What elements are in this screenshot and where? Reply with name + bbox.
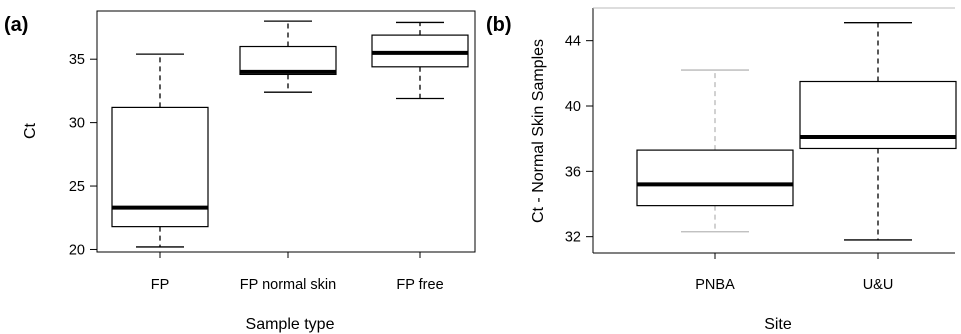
panel-b-x-axis-title: Site [764, 316, 792, 333]
panel-a-label: (a) [4, 14, 28, 36]
panel-a-y-tick-label-35: 35 [69, 52, 85, 68]
panel-b-x-tick-label-1: U&U [863, 277, 894, 293]
panel-a-y-axis: 20 25 30 35 [69, 52, 97, 258]
panel-a-box-0 [111, 53, 209, 248]
panel-b-x-tick-label-0: PNBA [695, 277, 735, 293]
panel-a-chart: (a) Ct Sample type 20 25 30 35 FP FP normal … [4, 10, 476, 333]
panel-a-y-axis-title: Ct [22, 122, 39, 139]
panel-b-x-axis: PNBA U&U [695, 253, 893, 293]
panel-a-box-0-iqr [111, 106, 209, 228]
panel-a-x-tick-label-0: FP [151, 277, 170, 293]
panel-a-box-1 [239, 20, 337, 93]
panel-b-y-axis-title: Ct - Normal Skin Samples [530, 39, 547, 223]
panel-b-y-axis: 32 36 40 44 [565, 34, 593, 246]
panel-a-y-tick-label-25: 25 [69, 179, 85, 195]
panel-a-x-tick-label-2: FP free [396, 277, 443, 293]
panel-a-x-tick-label-1: FP normal skin [240, 277, 336, 293]
panel-a-box-1-iqr [239, 45, 337, 76]
panel-b-box-0-iqr [636, 149, 794, 207]
panel-b-label: (b) [486, 14, 512, 36]
panel-b-boxes [636, 22, 957, 241]
panel-b-box-0 [636, 69, 794, 233]
panel-b-y-tick-label-44: 44 [565, 34, 581, 50]
panel-a-x-axis-title: Sample type [246, 316, 335, 333]
panel-b-chart: (b) Ct - Normal Skin Samples Site 32 36 40… [486, 7, 957, 333]
panel-a-boxes [111, 20, 469, 248]
panel-a-y-tick-label-20: 20 [69, 242, 85, 258]
panel-b-y-tick-label-32: 32 [565, 230, 581, 246]
panel-b-box-1-iqr [799, 80, 957, 150]
panel-b-box-1 [799, 22, 957, 241]
panel-a-box-2 [371, 21, 469, 100]
panel-b-y-tick-label-36: 36 [565, 164, 581, 180]
panel-a-plot-frame [96, 10, 476, 253]
panel-b-y-tick-label-40: 40 [565, 99, 581, 115]
panel-a-x-axis: FP FP normal skin FP free [151, 252, 444, 293]
panel-a-y-tick-label-30: 30 [69, 116, 85, 132]
